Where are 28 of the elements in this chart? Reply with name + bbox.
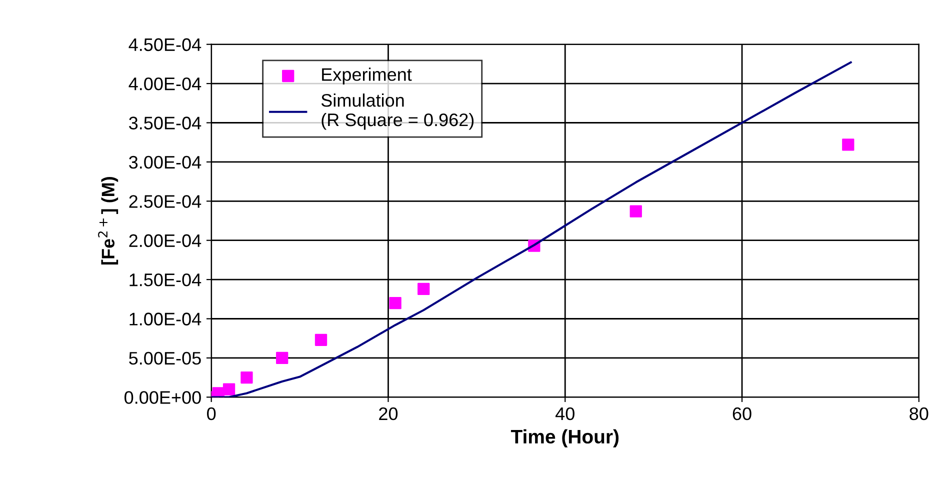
line-series (211, 61, 852, 398)
x-tick-label: 20 (379, 407, 398, 420)
y-tick-label: 3.50E-04 (129, 116, 202, 130)
y-tick-label: 2.50E-04 (129, 195, 202, 208)
point (222, 383, 236, 396)
x-tick-label: 80 (910, 407, 928, 420)
y-tick-label: 0.00E+00 (124, 391, 201, 404)
point (389, 297, 402, 310)
point (314, 334, 328, 346)
point (276, 352, 288, 364)
point (630, 205, 642, 218)
y-tick-label: 3.00E-04 (129, 156, 202, 169)
y-tick-label: 1.00E-04 (130, 312, 202, 326)
legend-label: Simulation (R Square = 0.962) (321, 94, 474, 130)
point (842, 138, 854, 151)
legend-label: Experiment (322, 68, 412, 84)
y-axis-title: [Fe$^{2+}$] (M) (98, 177, 118, 265)
x-tick-label: 60 (732, 407, 752, 420)
x-axis-title: Time (Hour) (510, 429, 619, 448)
y-tick-label: 1.50E-04 (130, 273, 202, 286)
y-tick-label: 4.00E-04 (128, 77, 202, 90)
y-tick-label: 4.50E-04 (128, 38, 202, 52)
point (240, 371, 253, 384)
x-tick-label: 40 (555, 407, 574, 420)
y-tick-label: 5.00E-05 (129, 352, 201, 365)
x-tick-label: 0 (207, 407, 216, 420)
y-tick-label: 2.00E-04 (129, 234, 202, 248)
point (418, 282, 430, 296)
